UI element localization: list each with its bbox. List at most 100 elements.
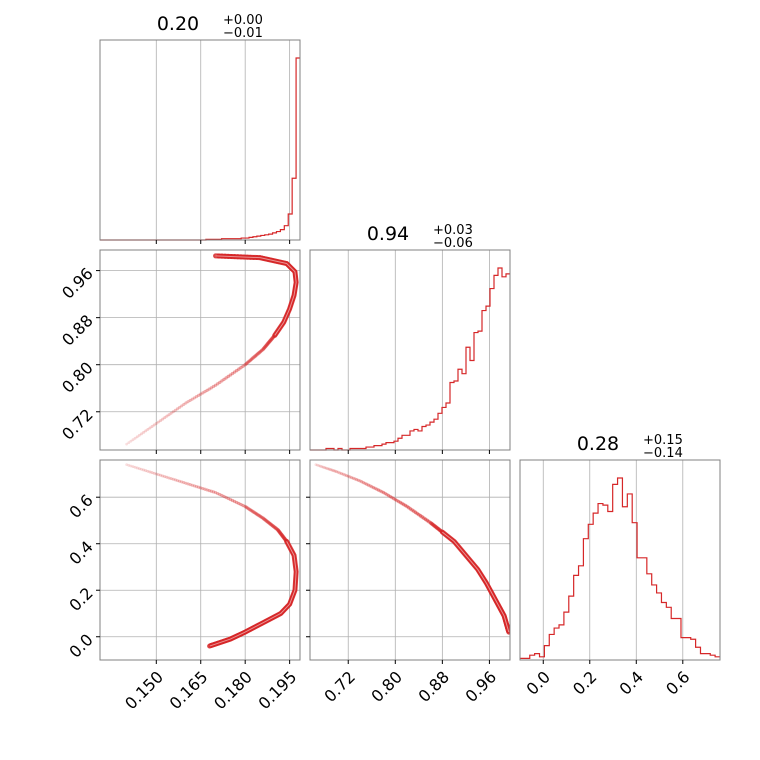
sample-point <box>211 490 216 494</box>
panel-frame <box>309 249 511 451</box>
sample-point <box>247 507 251 511</box>
panel-background <box>100 40 300 240</box>
title-plus-error: +0.03 <box>433 223 473 238</box>
sample-point <box>171 477 175 481</box>
sample-point <box>230 371 235 376</box>
sample-point <box>252 510 256 515</box>
y-tick-label: 0.4 <box>65 537 96 568</box>
sample-point <box>360 480 364 484</box>
y-tick-label: 0.88 <box>58 311 97 350</box>
sample-point <box>175 479 179 483</box>
sample-point <box>327 467 331 471</box>
sample-point <box>232 370 237 374</box>
x-tick-label: 0.6 <box>662 667 693 698</box>
sample-point <box>148 470 152 474</box>
sample-point <box>197 393 201 397</box>
title-minus-error: −0.01 <box>223 26 263 41</box>
sample-point <box>190 483 194 487</box>
sample-point <box>175 407 179 411</box>
x-tick-label: 0.150 <box>121 667 167 713</box>
sample-point <box>338 471 342 475</box>
sample-point <box>156 420 160 424</box>
sample-point <box>205 388 209 392</box>
sample-point <box>140 467 143 471</box>
title-plus-error: +0.00 <box>223 13 263 28</box>
sample-point <box>167 476 171 480</box>
y-tick-label: 0.2 <box>65 584 96 615</box>
sample-point <box>224 495 228 500</box>
sample-point <box>129 439 133 443</box>
sample-point <box>152 423 156 427</box>
contour-inner <box>209 541 297 647</box>
sample-points <box>314 463 510 635</box>
sample-point <box>348 475 352 479</box>
x-tick-label: 0.165 <box>166 667 212 713</box>
sample-point <box>246 506 250 510</box>
sample-point <box>178 479 182 483</box>
sample-point <box>184 481 188 485</box>
x-tick-label: 0.180 <box>210 667 256 713</box>
sample-points <box>125 463 299 649</box>
sample-point <box>209 386 213 390</box>
sample-point <box>220 379 224 383</box>
sample-point <box>329 468 333 472</box>
sample-point <box>380 490 384 494</box>
sample-point <box>365 482 369 486</box>
sample-point <box>248 508 252 512</box>
panel-frame <box>99 39 301 241</box>
sample-point <box>167 413 171 417</box>
sample-point <box>345 474 349 478</box>
sample-point <box>184 401 188 405</box>
sample-point <box>165 414 169 418</box>
sample-point <box>314 463 318 467</box>
sample-point <box>235 500 239 505</box>
sample-point <box>373 486 377 491</box>
sample-point <box>318 464 322 468</box>
sample-point <box>186 400 190 404</box>
y-tick-label: 0.72 <box>58 405 97 444</box>
contour-inner <box>442 531 510 633</box>
sample-point <box>222 377 226 382</box>
sample-point <box>182 481 186 485</box>
sample-point <box>199 392 203 396</box>
sample-point <box>258 514 263 519</box>
sample-point <box>403 503 408 508</box>
sample-point <box>390 495 394 500</box>
sample-point <box>235 368 239 373</box>
histogram-step-line <box>520 477 720 659</box>
sample-point <box>220 493 224 498</box>
sample-point <box>244 361 249 366</box>
sample-point <box>159 419 163 423</box>
x-tick-label: 0.0 <box>523 667 554 698</box>
sample-point <box>131 438 135 442</box>
sample-points <box>125 253 299 446</box>
sample-point <box>192 396 196 400</box>
x-tick-label: 0.195 <box>255 667 301 713</box>
histogram-panel-2: 0.28 +0.15−0.14 <box>519 433 721 661</box>
sample-point <box>201 391 205 395</box>
sample-point <box>315 463 319 467</box>
sample-point <box>249 508 254 513</box>
sample-point <box>186 482 190 486</box>
sample-point <box>239 365 243 370</box>
sample-point <box>381 490 386 495</box>
sample-point <box>343 473 347 477</box>
scatter-panel-0-1 <box>99 249 301 451</box>
panel-title: 0.20 <box>157 13 199 35</box>
sample-point <box>144 469 148 473</box>
sample-point <box>188 483 192 487</box>
sample-point <box>197 485 201 489</box>
panel-background <box>310 250 510 450</box>
sample-point <box>320 465 324 469</box>
sample-point <box>261 516 265 520</box>
sample-point <box>257 513 261 518</box>
sample-point <box>232 499 237 504</box>
title-median: 0.28 <box>577 433 619 455</box>
sample-point <box>188 398 192 402</box>
sample-point <box>378 489 382 493</box>
sample-point <box>150 471 154 475</box>
sample-point <box>401 502 406 507</box>
sample-point <box>129 464 133 468</box>
sample-point <box>405 504 409 509</box>
sample-point <box>341 472 345 476</box>
